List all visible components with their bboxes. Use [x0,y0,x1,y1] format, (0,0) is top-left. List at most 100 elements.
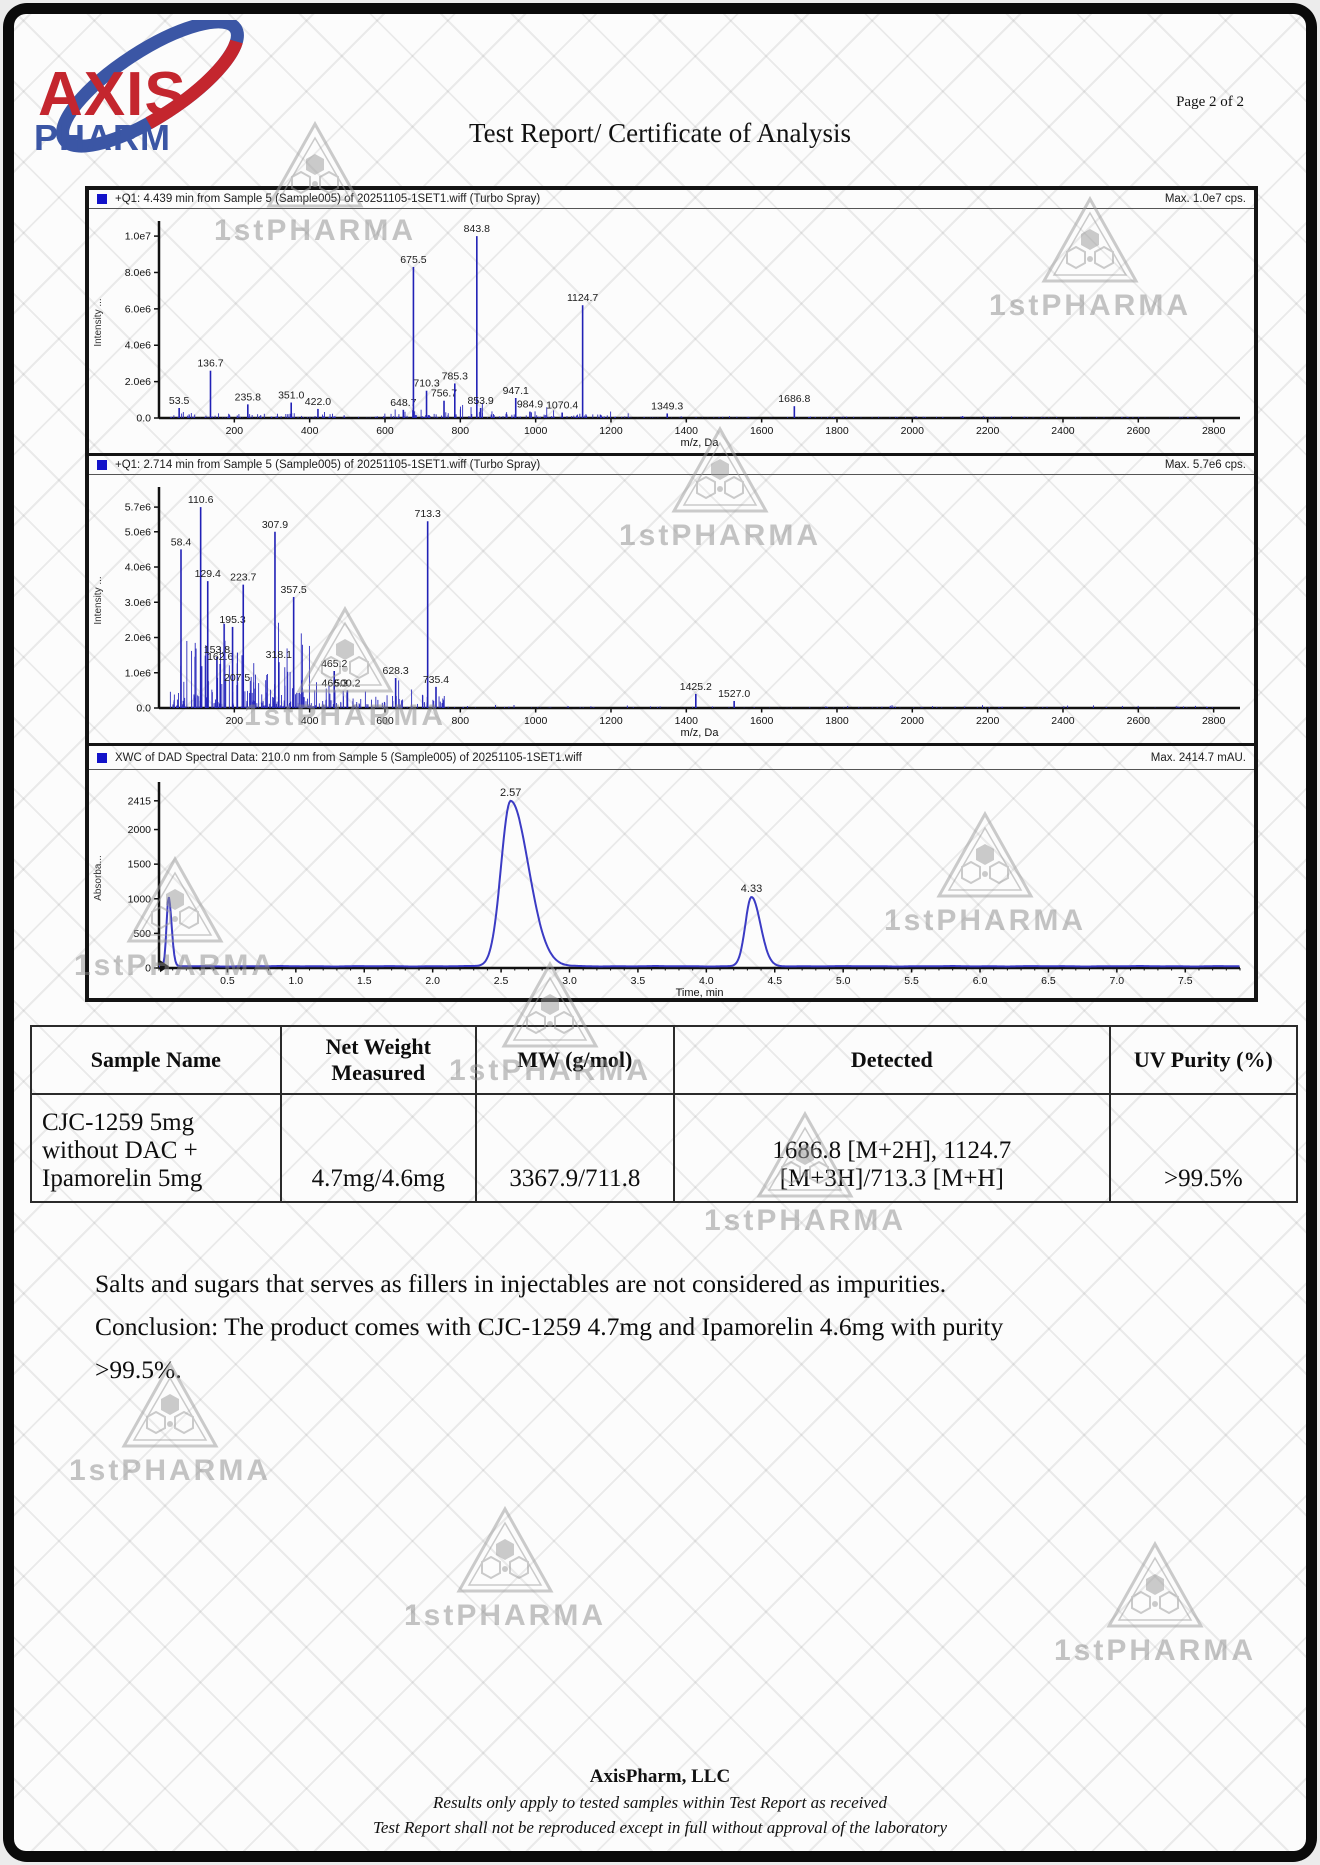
svg-text:422.0: 422.0 [305,396,331,408]
svg-text:4.0e6: 4.0e6 [125,340,151,352]
svg-text:3.0: 3.0 [562,975,577,987]
svg-text:351.0: 351.0 [278,390,304,402]
svg-text:648.7: 648.7 [390,397,416,409]
note-line-2: Conclusion: The product comes with CJC-1… [95,1311,1004,1341]
page-number: Page 2 of 2 [1176,94,1244,110]
svg-text:129.4: 129.4 [195,568,221,580]
footer-line-2: Test Report shall not be reproduced exce… [372,1818,947,1837]
svg-text:600: 600 [376,425,394,437]
svg-text:785.3: 785.3 [442,370,468,382]
watermark-1stpharma: 1stPHARMA [1030,1540,1280,1668]
axispharm-logo-icon: AXIS PHARM [34,20,244,158]
chromatogram-plot: 2415 2000 1500 1000 500 0 0.5 1.0 1.5 2.0 2.5 3.0 3.… [89,770,1254,1003]
results-table: Sample Name Net Weight Measured MW (g/mo… [30,1025,1299,1203]
svg-text:1800: 1800 [825,715,849,727]
chromatogram-header: XWC of DAD Spectral Data: 210.0 nm from … [89,746,1254,770]
svg-text:2000: 2000 [901,715,925,727]
svg-text:162.6: 162.6 [207,651,233,663]
svg-text:2.0e6: 2.0e6 [125,376,151,388]
document-title: Test Report/ Certificate of Analysis [468,118,852,148]
svg-text:153.8: 153.8 [204,644,230,656]
svg-text:800: 800 [452,425,470,437]
svg-text:357.5: 357.5 [281,584,307,596]
svg-text:984.9: 984.9 [517,399,543,411]
svg-text:m/z, Da: m/z, Da [681,437,720,448]
spectrum-1-plot: 1.0e7 8.0e6 6.0e6 4.0e6 2.0e6 0.0 200 400 600 800… [89,209,1254,453]
chromatogram-panel: XWC of DAD Spectral Data: 210.0 nm from … [89,746,1254,1003]
svg-text:1600: 1600 [750,715,774,727]
svg-text:2.0: 2.0 [425,975,440,987]
blue-square-icon [97,460,107,470]
svg-text:1400: 1400 [675,425,699,437]
svg-text:Intensity ...: Intensity ... [93,298,104,346]
svg-text:1.0e6: 1.0e6 [125,667,151,679]
svg-text:53.5: 53.5 [169,395,190,407]
svg-text:2000: 2000 [128,824,152,836]
svg-text:400: 400 [301,715,319,727]
svg-text:713.3: 713.3 [415,508,441,520]
watermark-1stpharma: 1stPHARMA [380,1505,630,1633]
svg-text:223.7: 223.7 [230,572,256,584]
svg-text:1000: 1000 [524,715,548,727]
1stpharma-triangle-icon [1107,1542,1203,1628]
svg-text:2200: 2200 [976,425,1000,437]
svg-text:500: 500 [133,928,151,940]
svg-text:235.8: 235.8 [235,391,261,403]
col-uv-purity: UV Purity (%) [1108,1025,1299,1095]
svg-text:5.5: 5.5 [904,975,919,987]
svg-text:0: 0 [145,963,151,975]
chromatogram-max: Max. 2414.7 mAU. [1150,751,1246,764]
svg-text:1200: 1200 [599,425,623,437]
svg-text:600: 600 [376,715,394,727]
spectrum-1-header: +Q1: 4.439 min from Sample 5 (Sample005)… [89,190,1254,209]
blue-square-icon [97,194,107,204]
svg-text:4.5: 4.5 [767,975,782,987]
svg-text:500.2: 500.2 [334,677,360,689]
logo-word-axis: AXIS [38,60,187,129]
svg-text:7.5: 7.5 [1178,975,1193,987]
spectrum-1-max: Max. 1.0e7 cps. [1164,193,1246,205]
svg-text:6.0e6: 6.0e6 [125,303,151,315]
footer-line-1: Results only apply to tested samples wit… [433,1793,887,1812]
svg-text:Absorba...: Absorba... [93,855,104,901]
svg-text:2000: 2000 [901,425,925,437]
svg-text:853.9: 853.9 [467,395,493,407]
svg-text:735.4: 735.4 [423,674,449,686]
conclusion-notes: Salts and sugars that serves as fillers … [95,1263,1235,1391]
svg-text:710.3: 710.3 [413,378,439,390]
svg-text:m/z, Da: m/z, Da [681,727,720,738]
svg-text:2600: 2600 [1127,715,1151,727]
col-net-weight: Net Weight Measured [279,1025,477,1095]
svg-text:207.5: 207.5 [224,672,250,684]
table-row: CJC-1259 5mg without DAC + Ipamorelin 5m… [30,1093,1299,1203]
svg-text:2800: 2800 [1202,715,1226,727]
spectrum-2-plot: 5.7e6 5.0e6 4.0e6 3.0e6 2.0e6 1.0e6 0.0 200 400 6… [89,475,1254,743]
svg-text:2400: 2400 [1051,715,1075,727]
svg-text:2415: 2415 [128,795,152,807]
svg-text:465.2: 465.2 [321,658,347,670]
chromatogram-title: XWC of DAD Spectral Data: 210.0 nm from … [115,751,582,764]
company-name: AxisPharm, LLC [589,1766,731,1787]
note-line-3: >99.5%. [95,1354,182,1384]
cell-sample-name: CJC-1259 5mg without DAC + Ipamorelin 5m… [30,1093,282,1203]
col-detected: Detected [672,1025,1111,1095]
svg-text:756.7: 756.7 [431,388,457,400]
svg-text:6.5: 6.5 [1041,975,1056,987]
svg-text:2.57: 2.57 [500,787,521,799]
svg-text:2800: 2800 [1202,425,1226,437]
svg-text:Time, min: Time, min [676,987,724,998]
svg-text:307.9: 307.9 [262,519,288,531]
svg-text:843.8: 843.8 [464,223,490,235]
1stpharma-triangle-icon [457,1507,553,1593]
spectrum-panel-2: +Q1: 2.714 min from Sample 5 (Sample005)… [89,456,1254,746]
svg-text:2200: 2200 [976,715,1000,727]
svg-text:5.7e6: 5.7e6 [125,502,151,514]
cell-net-weight: 4.7mg/4.6mg [279,1093,477,1203]
svg-text:1200: 1200 [599,715,623,727]
svg-text:1000: 1000 [128,893,152,905]
svg-text:136.7: 136.7 [197,358,223,370]
svg-text:0.0: 0.0 [136,703,151,715]
svg-text:1500: 1500 [128,859,152,871]
svg-text:947.1: 947.1 [503,385,529,397]
svg-text:110.6: 110.6 [188,494,214,506]
